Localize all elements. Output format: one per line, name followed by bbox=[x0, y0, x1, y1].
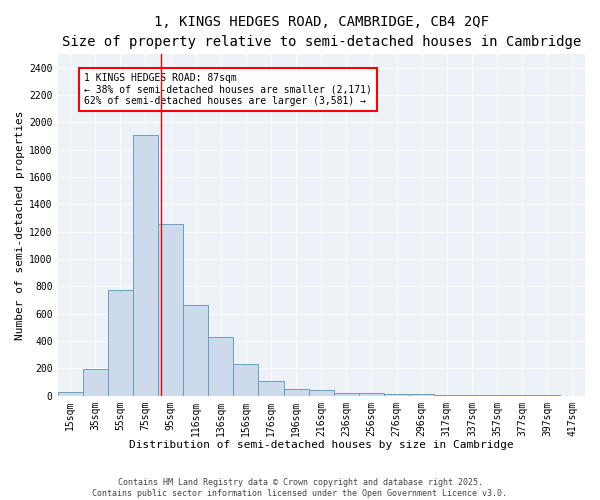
Bar bbox=[384, 394, 409, 396]
Bar bbox=[83, 369, 108, 396]
Text: Contains HM Land Registry data © Crown copyright and database right 2025.
Contai: Contains HM Land Registry data © Crown c… bbox=[92, 478, 508, 498]
Bar bbox=[460, 395, 485, 396]
Y-axis label: Number of semi-detached properties: Number of semi-detached properties bbox=[15, 110, 25, 340]
Bar bbox=[108, 290, 133, 396]
Bar bbox=[183, 305, 208, 396]
Bar bbox=[158, 224, 183, 396]
Bar bbox=[233, 364, 259, 396]
Bar bbox=[208, 337, 233, 396]
Bar bbox=[133, 134, 158, 396]
Bar bbox=[409, 394, 434, 396]
Bar bbox=[485, 395, 509, 396]
X-axis label: Distribution of semi-detached houses by size in Cambridge: Distribution of semi-detached houses by … bbox=[129, 440, 514, 450]
Bar bbox=[434, 395, 460, 396]
Text: 1 KINGS HEDGES ROAD: 87sqm
← 38% of semi-detached houses are smaller (2,171)
62%: 1 KINGS HEDGES ROAD: 87sqm ← 38% of semi… bbox=[84, 72, 372, 106]
Bar bbox=[284, 389, 309, 396]
Title: 1, KINGS HEDGES ROAD, CAMBRIDGE, CB4 2QF
Size of property relative to semi-detac: 1, KINGS HEDGES ROAD, CAMBRIDGE, CB4 2QF… bbox=[62, 15, 581, 48]
Bar bbox=[259, 380, 284, 396]
Bar bbox=[334, 392, 359, 396]
Bar bbox=[309, 390, 334, 396]
Bar bbox=[359, 394, 384, 396]
Bar bbox=[58, 392, 83, 396]
